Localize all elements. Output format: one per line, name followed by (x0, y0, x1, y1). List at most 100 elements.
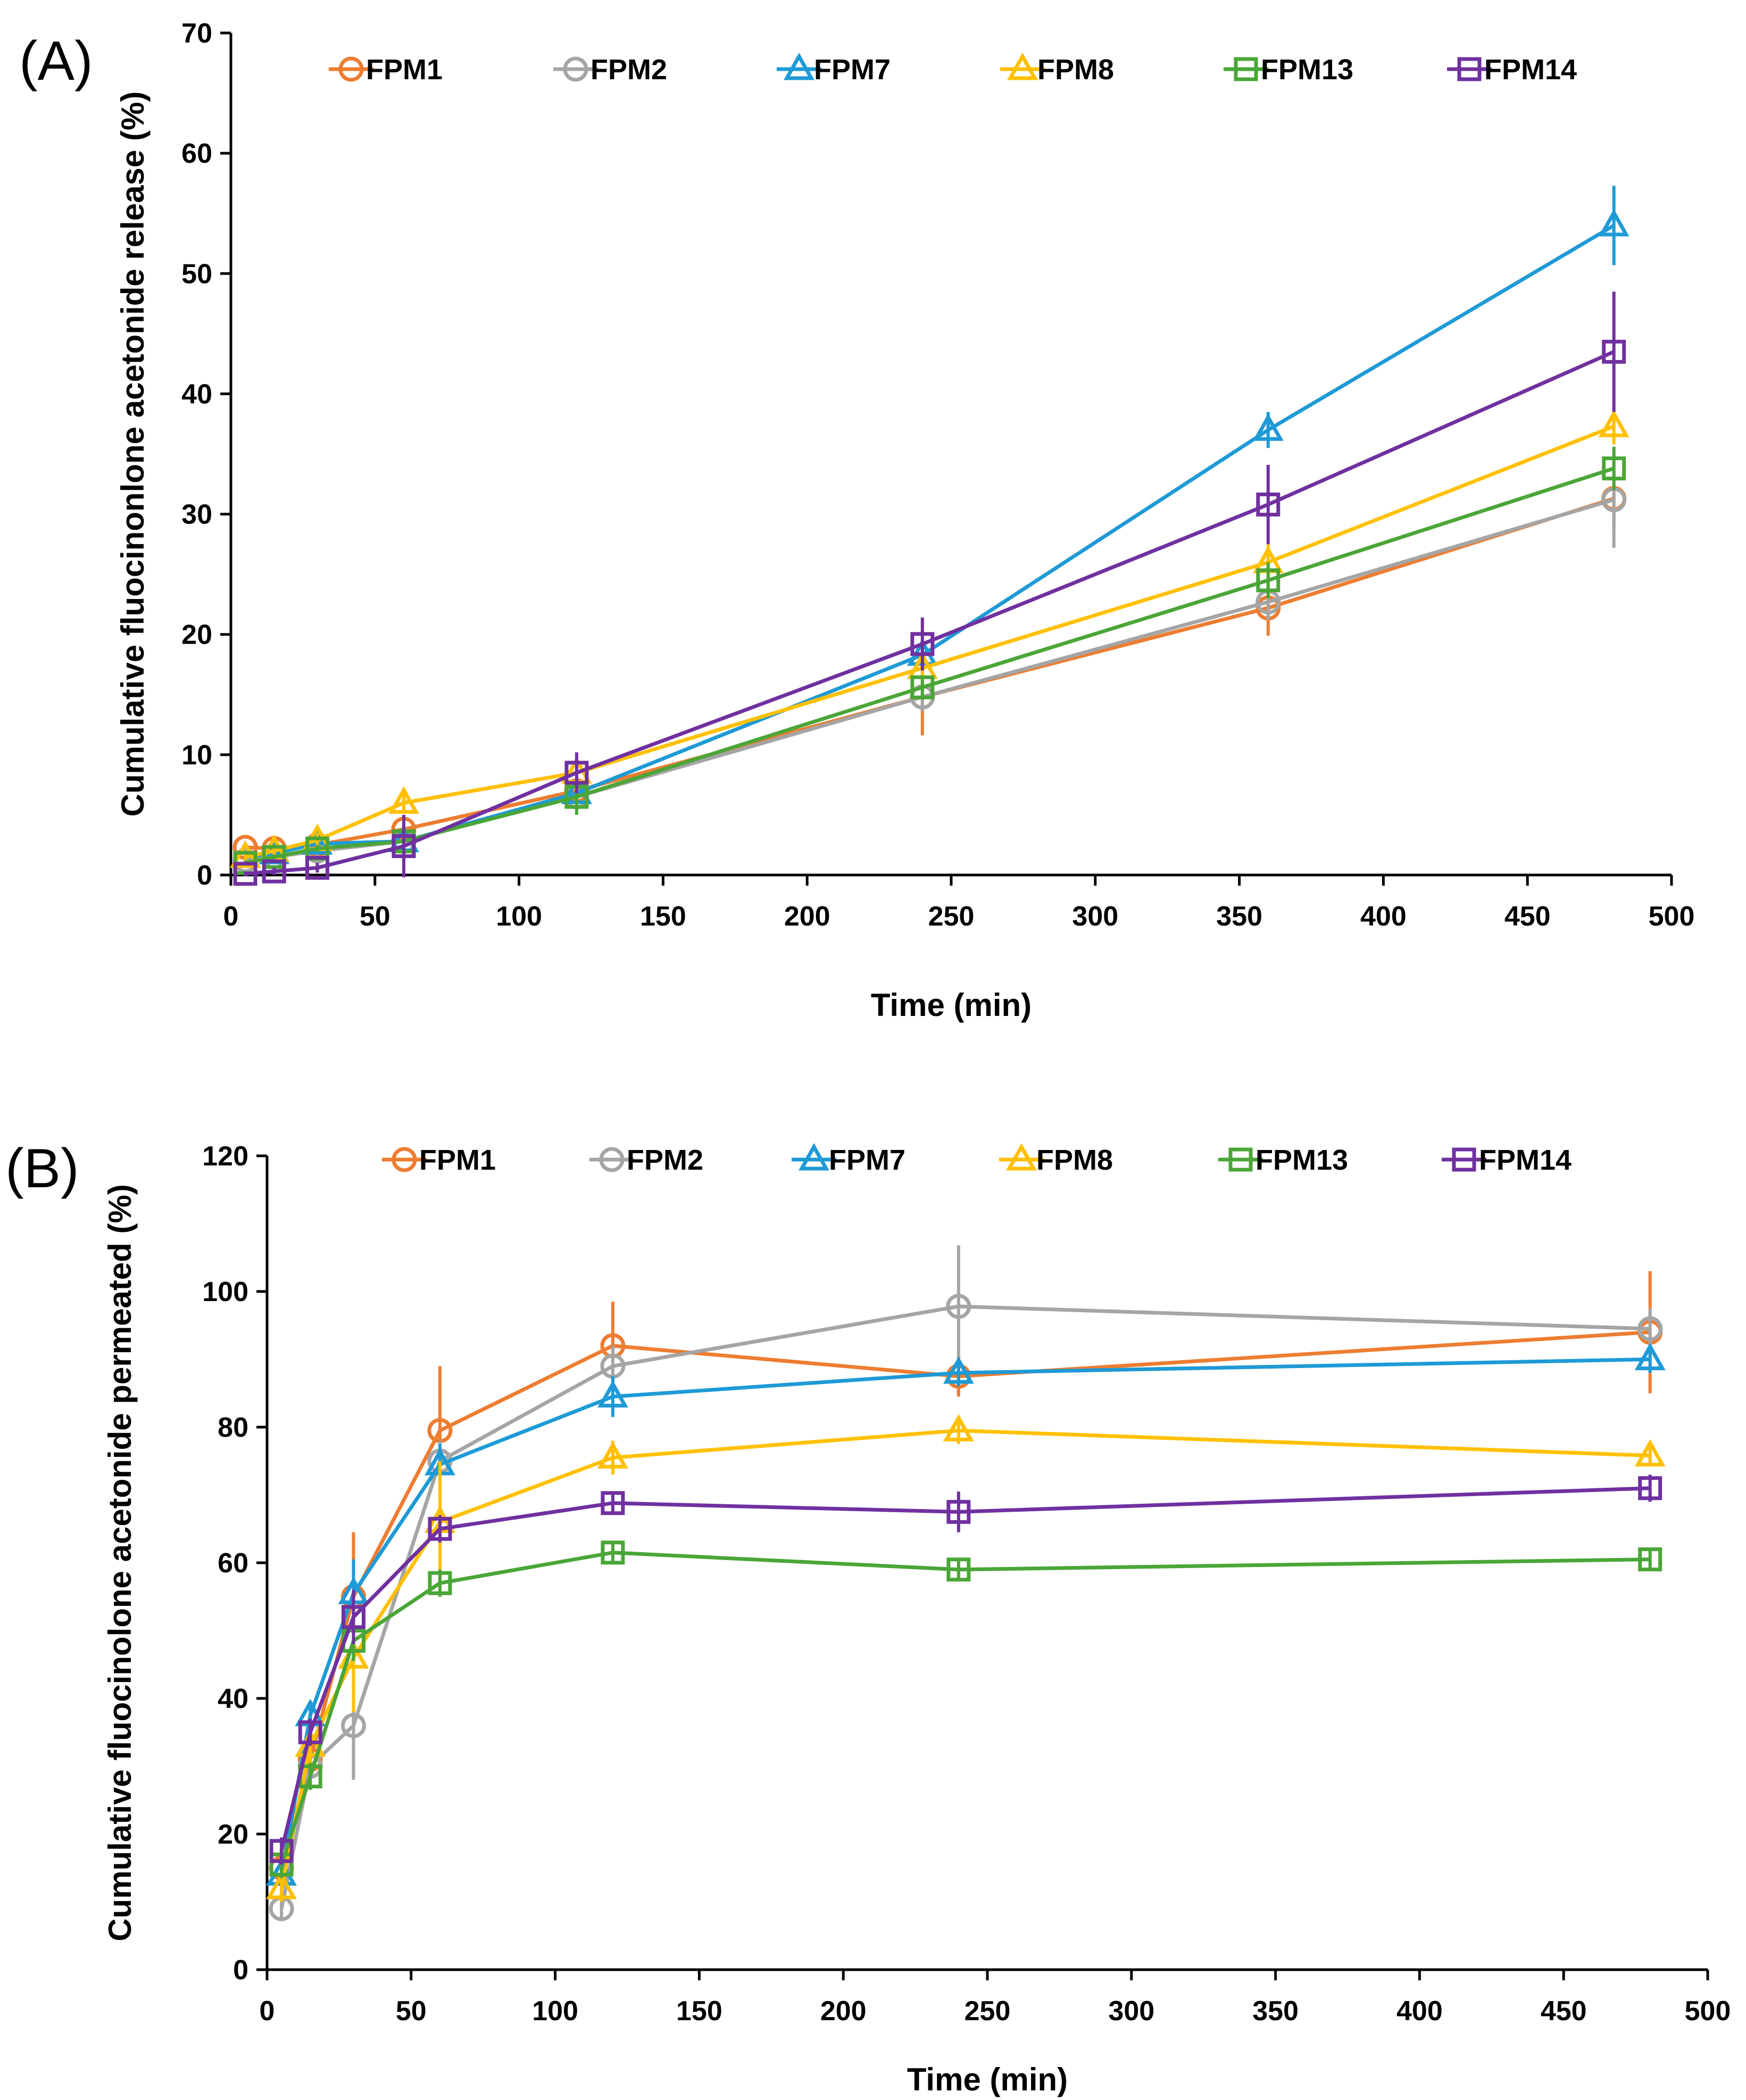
data-point-fpm8 (597, 1441, 628, 1469)
legend-label: FPM2 (627, 1144, 703, 1176)
legend-entry-fpm8-b: FPM8 (999, 1143, 1113, 1176)
data-point-fpm14 (341, 1605, 365, 1629)
data-point-fpm13 (1256, 568, 1281, 593)
legend-marker (563, 56, 588, 82)
series-line-fpm14 (245, 350, 1615, 876)
data-point-fpm7 (1634, 1343, 1666, 1370)
x-tick-label-b: 150 (676, 1996, 722, 2027)
legend-entry-fpm8-a: FPM8 (1000, 52, 1114, 86)
data-point-fpm14 (298, 1720, 322, 1745)
data-point-fpm14 (233, 862, 257, 886)
series-line-fpm7 (245, 223, 1615, 859)
data-point-fpm8 (1598, 410, 1629, 437)
y-tick-label-a: 70 (181, 18, 212, 49)
panel-b: (B) 0 50 100 150 200 250 300 350 400 450 500 0 20 40 60… (5, 1138, 1731, 2097)
series-fpm14-a (233, 291, 1626, 886)
data-point-fpm8 (266, 1871, 297, 1899)
data-point-fpm2 (946, 1294, 971, 1319)
x-tick-label-a: 400 (1360, 901, 1407, 932)
x-tick-label-a: 100 (496, 901, 542, 932)
y-tick-label-a: 40 (181, 379, 212, 410)
y-tick-label-a: 10 (181, 740, 212, 771)
data-point-fpm14 (601, 1491, 625, 1515)
data-point-fpm2 (1637, 1316, 1663, 1341)
y-tick-label-b: 80 (218, 1412, 248, 1443)
legend-entry-fpm2-b: FPM2 (589, 1144, 703, 1176)
legend-label: FPM13 (1256, 1144, 1348, 1176)
y-tick-label-b: 20 (218, 1819, 248, 1850)
y-tick-label-b: 40 (218, 1684, 248, 1714)
legend-entry-fpm1-a: FPM1 (329, 54, 443, 86)
legend-entry-fpm14-a: FPM14 (1447, 54, 1577, 86)
x-tick-label-a: 250 (928, 901, 975, 932)
legend-label: FPM14 (1479, 1144, 1572, 1176)
legend-label: FPM1 (419, 1144, 496, 1176)
legend-marker (1234, 57, 1258, 81)
data-point-fpm14 (1638, 1476, 1662, 1501)
x-tick-label-a: 0 (223, 901, 239, 932)
x-tick-label-b: 0 (260, 1996, 275, 2027)
series-line-fpm2 (279, 1304, 1650, 1909)
legend-marker (1006, 1143, 1037, 1171)
series-line-fpm13 (279, 1551, 1650, 1865)
data-point-fpm7 (943, 1356, 974, 1384)
x-tick-label-b: 350 (1252, 1996, 1299, 2027)
series-fpm8-a (230, 408, 1629, 868)
legend-label: FPM7 (829, 1144, 905, 1176)
data-point-fpm14 (1256, 492, 1281, 516)
data-point-fpm13 (428, 1571, 452, 1595)
x-axis-title-a: Time (min) (871, 987, 1032, 1023)
data-point-fpm8 (943, 1414, 974, 1441)
series-fpm8-b (266, 1414, 1666, 1902)
panel-a: (A) 0 50 100 150 200 250 300 350 400 450 500 0 10 20 30… (19, 18, 1694, 1023)
panel-label-b: (B) (5, 1138, 79, 1199)
data-point-fpm7 (1252, 413, 1284, 441)
x-tick-label-b: 250 (965, 1996, 1011, 2027)
series-fpm14-b (269, 1474, 1662, 1865)
y-tick-label-a: 20 (181, 620, 212, 651)
x-tick-label-a: 450 (1504, 901, 1551, 932)
legend-entry-fpm13-b: FPM13 (1218, 1144, 1348, 1176)
panel-label-a: (A) (19, 30, 93, 92)
y-tick-label-b: 100 (202, 1277, 248, 1307)
series-line-fpm14 (279, 1486, 1650, 1852)
series-line-fpm2 (245, 498, 1615, 863)
data-point-fpm8 (1634, 1439, 1666, 1467)
x-tick-label-b: 300 (1108, 1996, 1154, 2027)
series-line-fpm1 (279, 1330, 1650, 1869)
series-fpm13-b (269, 1540, 1662, 1878)
data-point-fpm14 (910, 632, 935, 656)
y-tick-label-a: 50 (181, 259, 212, 289)
legend-label: FPM13 (1261, 54, 1353, 86)
x-tick-label-b: 450 (1541, 1996, 1587, 2027)
legend-marker (1457, 57, 1482, 81)
legend-marker (338, 56, 364, 82)
series-fpm2-a (232, 451, 1627, 873)
y-tick-label-a: 0 (197, 860, 212, 891)
legend-label: FPM1 (366, 54, 443, 86)
x-tick-label-a: 300 (1072, 901, 1118, 932)
legend-marker (1452, 1147, 1476, 1172)
legend-marker (1228, 1147, 1253, 1172)
legend-entry-fpm14-b: FPM14 (1442, 1144, 1572, 1176)
legend-entry-fpm13-a: FPM13 (1224, 54, 1353, 86)
x-tick-label-b: 500 (1685, 1996, 1731, 2027)
x-tick-label-b: 50 (396, 1996, 427, 2027)
series-line-fpm13 (245, 466, 1615, 865)
x-axis-title-b: Time (min) (907, 2062, 1068, 2097)
data-point-fpm14 (262, 859, 286, 884)
legend-entry-fpm7-b: FPM7 (792, 1143, 905, 1176)
series-fpm7-a (230, 186, 1629, 868)
y-tick-label-a: 60 (181, 138, 212, 169)
x-tick-label-a: 350 (1216, 901, 1262, 932)
legend-entry-fpm2-a: FPM2 (553, 54, 667, 86)
data-point-fpm2 (340, 1713, 366, 1738)
data-point-fpm13 (1638, 1547, 1662, 1572)
data-point-fpm7 (1598, 209, 1629, 237)
legend-label: FPM2 (591, 54, 667, 86)
legend-marker (599, 1147, 625, 1172)
data-point-fpm7 (597, 1380, 628, 1408)
data-point-fpm13 (910, 675, 935, 699)
data-point-fpm13 (262, 845, 286, 869)
